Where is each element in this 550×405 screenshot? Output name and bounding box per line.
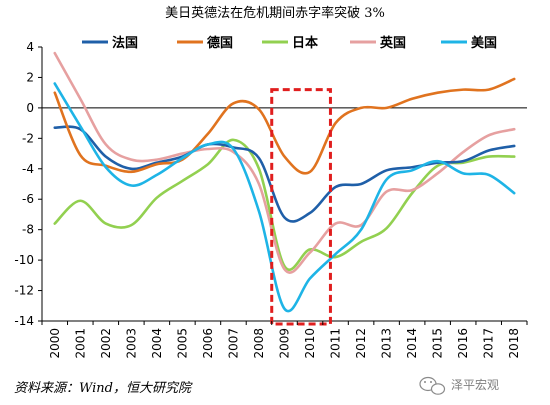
y-tick-label: 0 <box>26 101 34 115</box>
x-tick-label: 2007 <box>226 328 240 359</box>
y-tick-label: -8 <box>22 223 34 237</box>
y-tick-label: -4 <box>22 162 34 176</box>
y-tick-label: 2 <box>26 70 34 84</box>
y-tick-label: -6 <box>22 192 34 206</box>
y-tick-label: -14 <box>14 314 34 328</box>
source-note: 资料来源：Wind，恒大研究院 <box>14 380 193 396</box>
x-tick-label: 2014 <box>405 328 419 359</box>
y-tick-label: -12 <box>14 284 34 298</box>
x-tick-label: 2015 <box>431 328 445 359</box>
x-tick-label: 2006 <box>201 328 215 359</box>
x-tick-label: 2004 <box>150 328 164 359</box>
x-tick-label: 2008 <box>252 328 266 359</box>
series-line-japan <box>53 138 516 271</box>
watermark: 泽平宏观 <box>419 376 499 395</box>
series-line-germany <box>53 77 516 175</box>
legend-label-usa: 美国 <box>471 35 497 51</box>
axes <box>41 47 527 322</box>
x-tick-label: 2001 <box>73 328 87 359</box>
series-line-uk <box>53 51 516 274</box>
x-tick-label: 2009 <box>278 328 292 359</box>
tick-layer: 4 2 0 -2 -4 -6 -8 -10 -12 -14 2000 2001 2002 2003 2004… <box>14 40 528 359</box>
y-tick-label: -2 <box>22 131 34 145</box>
x-tick-label: 2011 <box>329 328 343 359</box>
series-line-france <box>53 125 516 223</box>
y-tick-label: 4 <box>26 40 34 54</box>
crisis-highlight-box <box>270 88 332 326</box>
legend-label-japan: 日本 <box>292 35 318 51</box>
wechat-icon <box>419 376 446 395</box>
legend-label-uk: 英国 <box>379 35 406 51</box>
x-tick-label: 2000 <box>48 328 62 359</box>
x-tick-label: 2016 <box>456 328 470 359</box>
x-tick-label: 2018 <box>507 328 521 359</box>
series-layer <box>53 51 516 313</box>
legend-label-germany: 德国 <box>207 35 233 51</box>
legend: 法国 德国 日本 英国 美国 <box>82 35 497 51</box>
legend-label-france: 法国 <box>112 35 138 51</box>
y-tick-label: -10 <box>14 253 34 267</box>
x-tick-label: 2012 <box>354 328 368 359</box>
chart-title: 美日英德法在危机期间赤字率突破 3% <box>165 5 385 21</box>
x-tick-label: 2013 <box>380 328 394 359</box>
highlight-layer <box>270 88 332 326</box>
x-tick-label: 2017 <box>482 328 496 359</box>
series-line-usa <box>53 82 516 313</box>
x-tick-label: 2010 <box>303 328 317 359</box>
watermark-text: 泽平宏观 <box>451 377 499 392</box>
x-tick-label: 2003 <box>124 328 138 359</box>
x-tick-label: 2002 <box>99 328 113 359</box>
x-tick-label: 2005 <box>175 328 189 359</box>
